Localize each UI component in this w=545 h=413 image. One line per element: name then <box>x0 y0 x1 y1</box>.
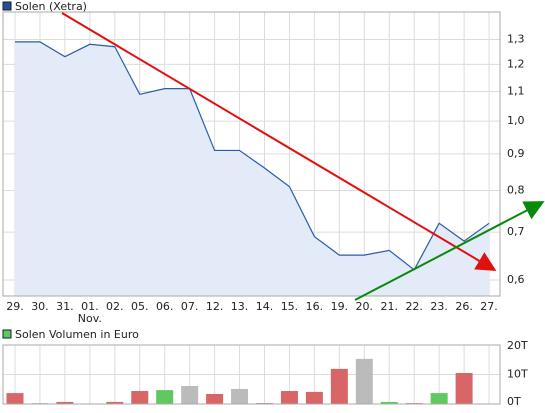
y-tick-label: 10T <box>507 368 528 381</box>
volume-bar <box>181 386 199 404</box>
volume-bar <box>280 391 298 404</box>
plot-frame <box>2 11 501 297</box>
volume-bar <box>6 393 24 404</box>
y-tick-label: 20T <box>507 339 528 352</box>
x-tick-label: 26. <box>455 300 473 313</box>
volume-bar <box>56 401 74 404</box>
volume-bar <box>330 368 348 404</box>
volume-bar <box>430 393 448 404</box>
x-tick-label: 27. <box>480 300 498 313</box>
volume-bar <box>455 373 473 404</box>
x-tick-label: 22. <box>405 300 423 313</box>
trend-line <box>61 12 497 272</box>
x-tick-label: 15. <box>281 300 299 313</box>
y-tick-label: 1,0 <box>507 114 525 127</box>
plot-frame <box>2 344 501 405</box>
y-tick-label: 1,1 <box>507 84 525 97</box>
x-tick-label: 29. <box>6 300 24 313</box>
x-tick-label: 20. <box>356 300 374 313</box>
y-tick-label: 0,9 <box>507 147 525 160</box>
x-tick-label: 01. Nov. <box>78 300 102 325</box>
x-tick-label: 14. <box>256 300 274 313</box>
x-tick-label: 23. <box>430 300 448 313</box>
x-tick-label: 05. <box>131 300 149 313</box>
legend-label: Solen (Xetra) <box>15 0 87 13</box>
y-tick-label: 0,6 <box>507 273 525 286</box>
x-tick-label: 06. <box>156 300 174 313</box>
y-tick-label: 0,7 <box>507 225 525 238</box>
volume-bar <box>355 358 373 404</box>
trend-line <box>354 201 545 301</box>
volume-bar <box>231 388 249 404</box>
volume-bar <box>156 390 174 404</box>
x-tick-label: 16. <box>306 300 324 313</box>
y-tick-label: 1,2 <box>507 57 525 70</box>
x-tick-label: 31. <box>56 300 74 313</box>
x-tick-label: 02. <box>106 300 124 313</box>
y-tick-label: 0,8 <box>507 184 525 197</box>
legend-swatch <box>2 329 12 339</box>
volume-bar <box>131 391 149 404</box>
x-tick-label: 07. <box>181 300 199 313</box>
area <box>15 41 490 296</box>
line <box>15 41 490 271</box>
y-tick-label: 1,3 <box>507 32 525 45</box>
volume-bar <box>206 393 224 404</box>
volume-bar <box>106 401 124 404</box>
legend-swatch <box>2 1 12 11</box>
x-tick-label: 21. <box>381 300 399 313</box>
x-tick-label: 13. <box>231 300 249 313</box>
legend-label: Solen Volumen in Euro <box>15 328 139 341</box>
x-tick-label: 12. <box>206 300 224 313</box>
y-tick-label: 0T <box>507 395 521 408</box>
volume-bar <box>305 391 323 404</box>
x-tick-label: 19. <box>331 300 349 313</box>
x-tick-label: 30. <box>31 300 49 313</box>
volume-bar <box>380 401 398 404</box>
